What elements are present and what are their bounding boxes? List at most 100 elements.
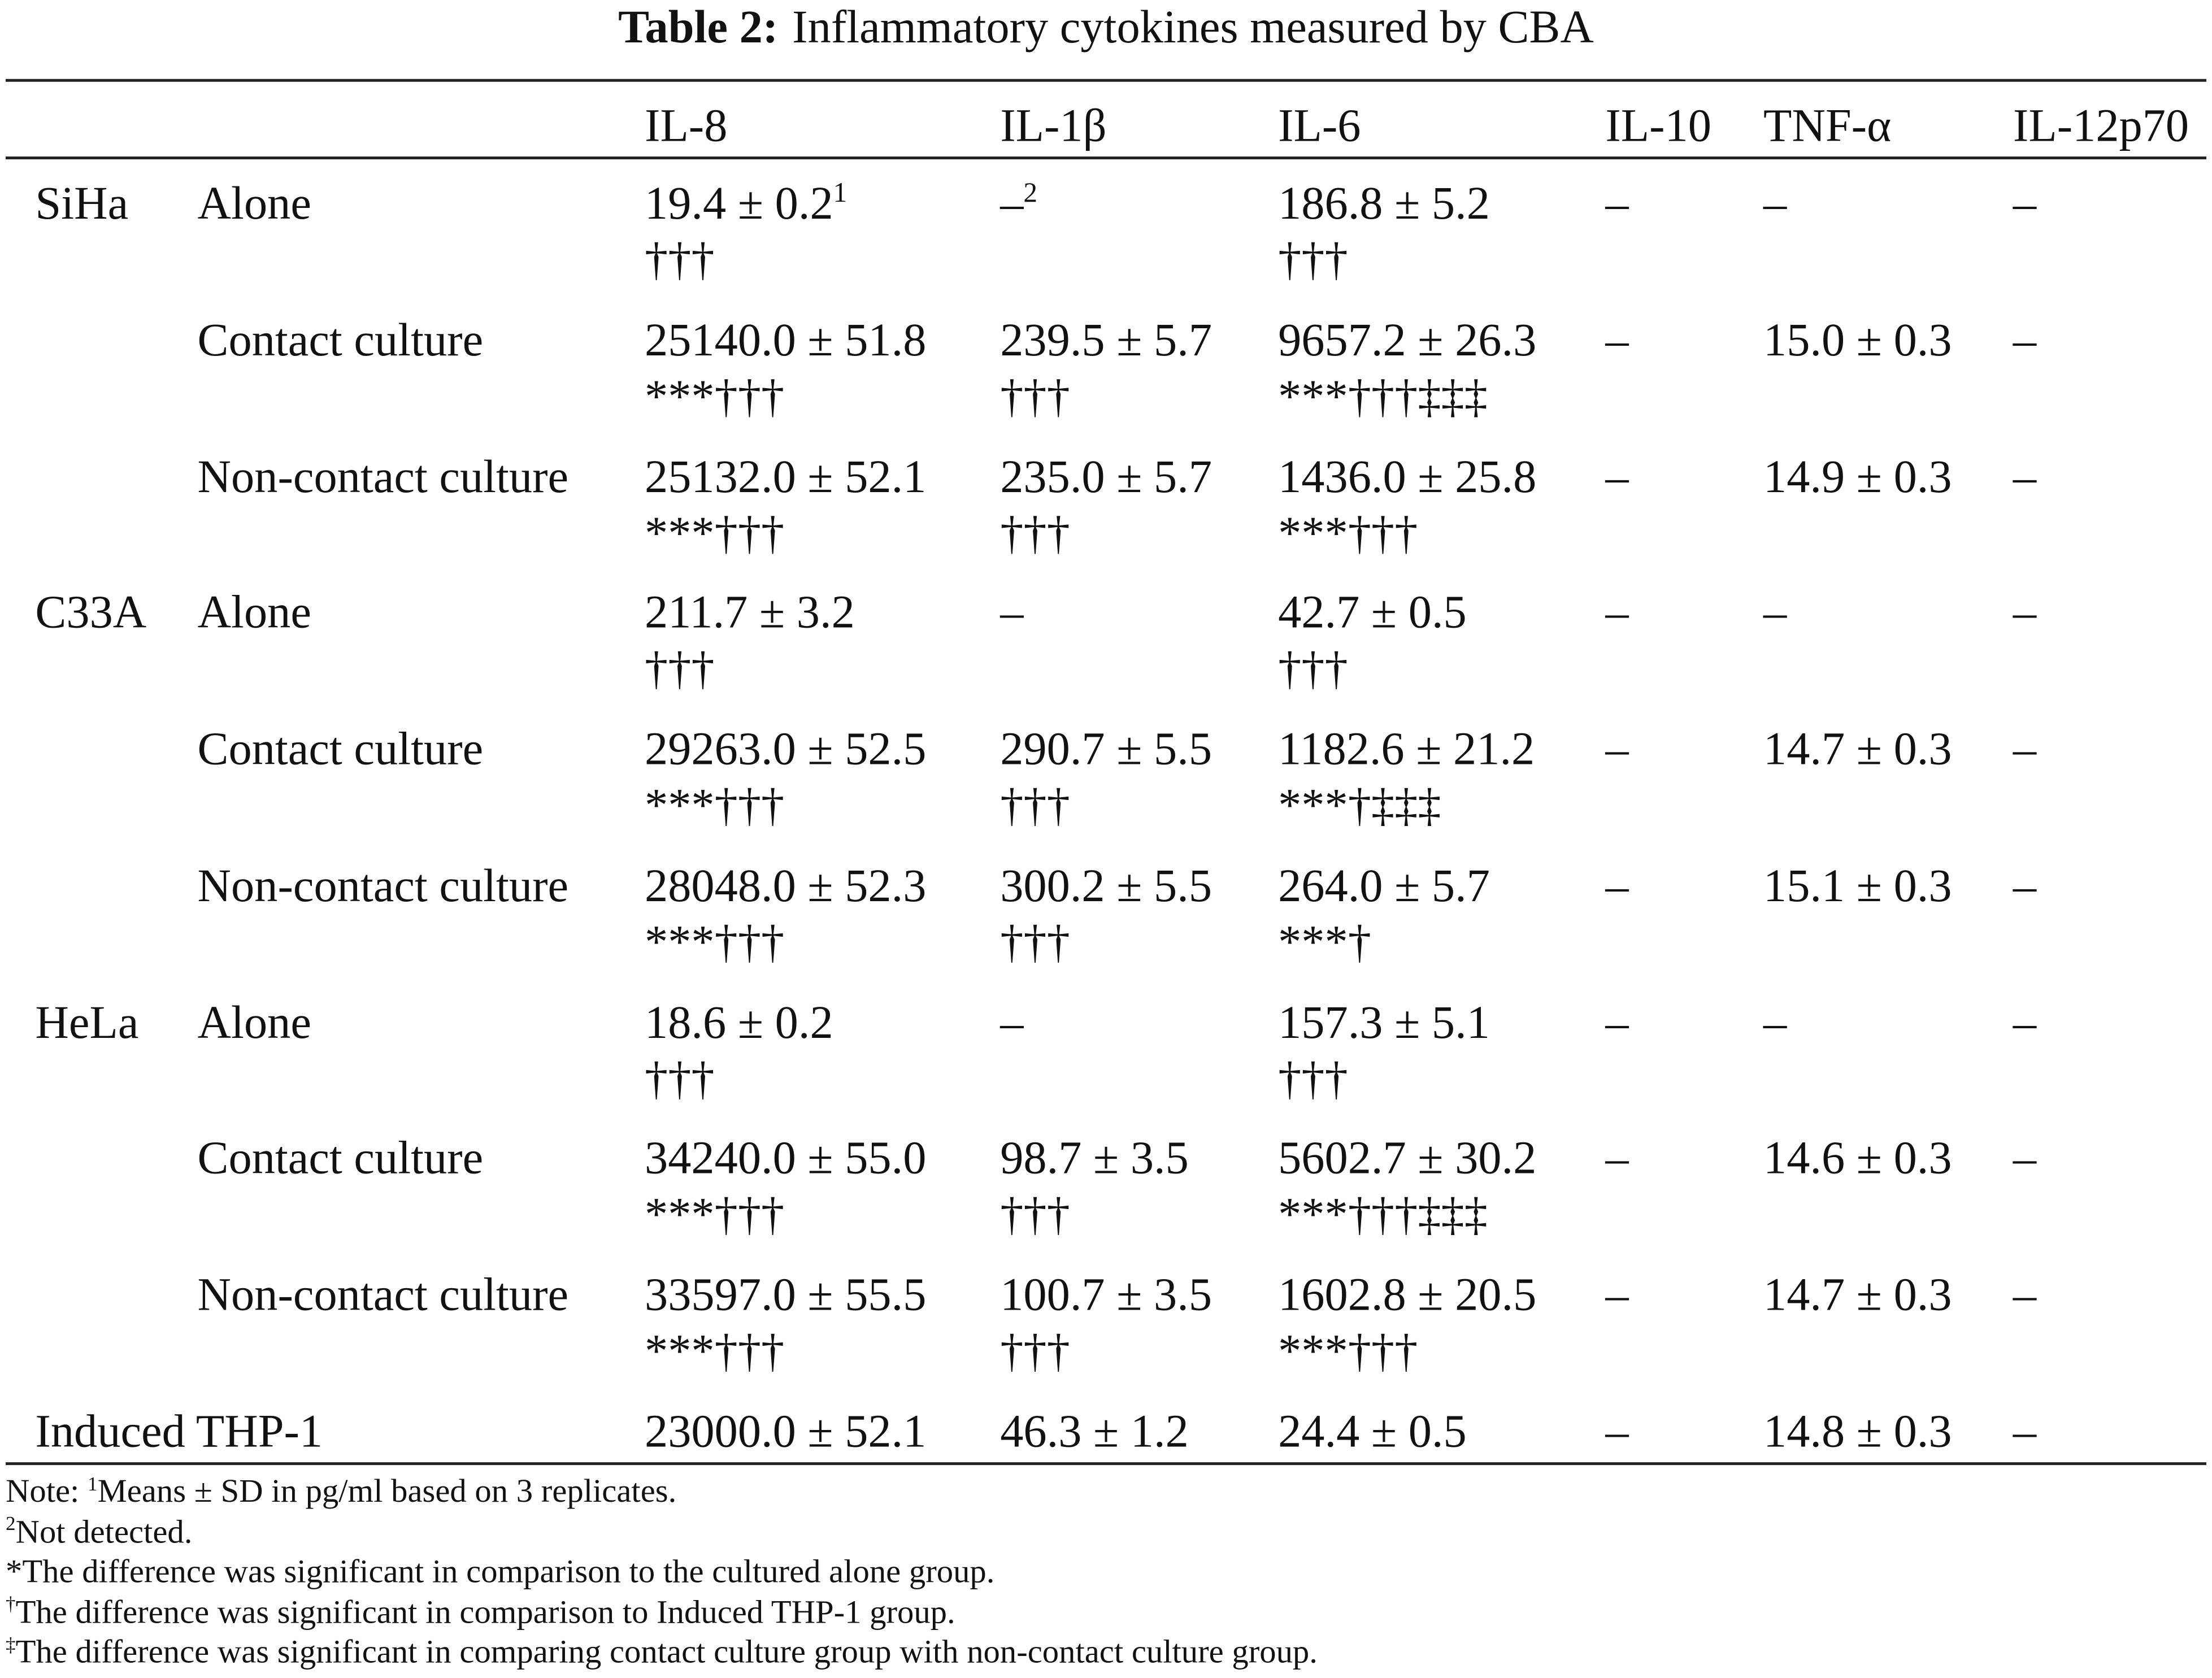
cell-value: 23000.0 ± 52.1 xyxy=(645,1407,927,1458)
cell-value: 24.4 ± 0.5 xyxy=(1278,1407,1467,1458)
row-condition: Contact culture xyxy=(197,1134,484,1185)
column-header: TNF-α xyxy=(1763,101,1892,153)
cell-value: 211.7 ± 3.2 xyxy=(645,588,855,640)
cell: 19.4 ± 0.21 xyxy=(645,176,847,238)
cell-value: 14.9 ± 0.3 xyxy=(1763,451,1952,503)
cell-value: – xyxy=(1763,179,1787,230)
cell-value: 157.3 ± 5.1 xyxy=(1278,997,1490,1049)
row-group: Induced THP-1 xyxy=(35,1407,323,1458)
cell: – xyxy=(2013,449,2036,506)
cell-value: – xyxy=(1605,315,1629,367)
footnote-text: The difference was significant in compar… xyxy=(15,1634,1318,1671)
footnote: *The difference was significant in compa… xyxy=(6,1553,994,1592)
cell-value: 1182.6 ± 21.2 xyxy=(1278,724,1535,776)
significance: ††† xyxy=(1000,1190,1070,1241)
significance: ††† xyxy=(645,1054,715,1105)
cell-value: 264.0 ± 5.7 xyxy=(1278,861,1490,912)
column-header: IL-8 xyxy=(645,101,728,153)
cell: – xyxy=(2013,858,2036,915)
cell: 157.3 ± 5.1 xyxy=(1278,995,1490,1051)
cell-value: 1602.8 ± 20.5 xyxy=(1278,1270,1537,1321)
cell-value: – xyxy=(1605,997,1629,1049)
cell-value: 9657.2 ± 26.3 xyxy=(1278,315,1537,367)
cell-value: 290.7 ± 5.5 xyxy=(1000,724,1213,776)
row-condition: Contact culture xyxy=(197,315,484,367)
significance: ††† xyxy=(1000,781,1070,832)
cell-value: 42.7 ± 0.5 xyxy=(1278,588,1467,640)
significance: ***††† xyxy=(645,372,785,423)
cell-value: 29263.0 ± 52.5 xyxy=(645,724,927,776)
cell-value: 14.8 ± 0.3 xyxy=(1763,1407,1952,1458)
cell: – xyxy=(1605,312,1628,369)
significance: ***†††‡‡‡ xyxy=(1278,1190,1488,1241)
cell: – xyxy=(2013,1404,2036,1460)
column-header: IL-1β xyxy=(1000,101,1107,153)
table-label: Table 2: xyxy=(618,2,779,54)
cell: 25140.0 ± 51.8 xyxy=(645,312,926,369)
footnote-prefix: Note: xyxy=(5,1473,88,1511)
cell: 9657.2 ± 26.3 xyxy=(1278,312,1536,369)
significance: ***††† xyxy=(1278,1327,1418,1378)
cell-value: 46.3 ± 1.2 xyxy=(1000,1407,1189,1458)
cell: 24.4 ± 0.5 xyxy=(1278,1404,1467,1460)
cell: – xyxy=(1763,995,1787,1051)
cell: 15.0 ± 0.3 xyxy=(1763,312,1952,369)
cell-value: – xyxy=(1000,588,1024,640)
cell-value: – xyxy=(1605,1407,1629,1458)
cell: 18.6 ± 0.2 xyxy=(645,995,833,1051)
footnote-text: Means ± SD in pg/ml based on 3 replicate… xyxy=(97,1473,677,1511)
cell: 15.1 ± 0.3 xyxy=(1763,858,1952,915)
cell-value: 14.7 ± 0.3 xyxy=(1763,1270,1952,1321)
row-condition: Alone xyxy=(197,588,311,640)
cell: 1182.6 ± 21.2 xyxy=(1278,722,1535,779)
cell-value: 300.2 ± 5.5 xyxy=(1000,861,1213,912)
cell: – xyxy=(2013,1131,2036,1188)
cell: 186.8 ± 5.2 xyxy=(1278,176,1490,233)
cell-value: – xyxy=(1605,724,1629,776)
row-condition: Non-contact culture xyxy=(197,861,569,912)
cell: – xyxy=(1763,585,1787,642)
cell-value: – xyxy=(2013,997,2037,1049)
footnote-mark: 2 xyxy=(5,1513,16,1536)
significance: ***††† xyxy=(645,1327,785,1378)
significance: ††† xyxy=(1278,645,1348,696)
cell-value: 1436.0 ± 25.8 xyxy=(1278,451,1537,503)
cell: –2 xyxy=(1000,176,1037,238)
cell-value: – xyxy=(1605,451,1629,503)
cell: – xyxy=(2013,585,2036,642)
row-condition: Non-contact culture xyxy=(197,1270,569,1321)
significance: ††† xyxy=(1000,372,1070,423)
cell-value: – xyxy=(2013,724,2037,776)
footnote-mark: 2 xyxy=(1023,177,1038,209)
cell: – xyxy=(2013,1268,2036,1324)
cell-value: 100.7 ± 3.5 xyxy=(1000,1270,1213,1321)
row-condition: Alone xyxy=(197,997,311,1049)
cell: – xyxy=(1000,585,1023,642)
cell-value: – xyxy=(1763,588,1787,640)
column-header: IL-6 xyxy=(1278,101,1361,153)
footnote: ‡The difference was significant in compa… xyxy=(6,1633,1318,1676)
footnote-text: The difference was significant in compar… xyxy=(15,1594,955,1631)
cell: – xyxy=(1605,585,1628,642)
cell: – xyxy=(2013,312,2036,369)
row-condition: Non-contact culture xyxy=(197,451,569,503)
cell-value: 25140.0 ± 51.8 xyxy=(645,315,927,367)
cell-value: 25132.0 ± 52.1 xyxy=(645,451,927,503)
cell: – xyxy=(2013,995,2036,1051)
cell: 28048.0 ± 52.3 xyxy=(645,858,926,915)
cell-value: 186.8 ± 5.2 xyxy=(1278,179,1490,230)
title-text: Inflammatory cytokines measured by CBA xyxy=(792,2,1594,54)
column-header: IL-12p70 xyxy=(2013,101,2189,153)
cell-value: – xyxy=(1000,997,1024,1049)
cell-value: – xyxy=(2013,861,2037,912)
cell-value: – xyxy=(1605,1134,1629,1185)
cell-value: – xyxy=(1000,179,1024,230)
cell-value: 239.5 ± 5.7 xyxy=(1000,315,1213,367)
significance: ††† xyxy=(645,645,715,696)
cell: – xyxy=(2013,722,2036,779)
footnote-text: *The difference was significant in compa… xyxy=(5,1554,995,1591)
row-condition: Alone xyxy=(197,179,311,230)
significance: ††† xyxy=(1000,508,1070,559)
cell-value: – xyxy=(2013,1134,2037,1185)
